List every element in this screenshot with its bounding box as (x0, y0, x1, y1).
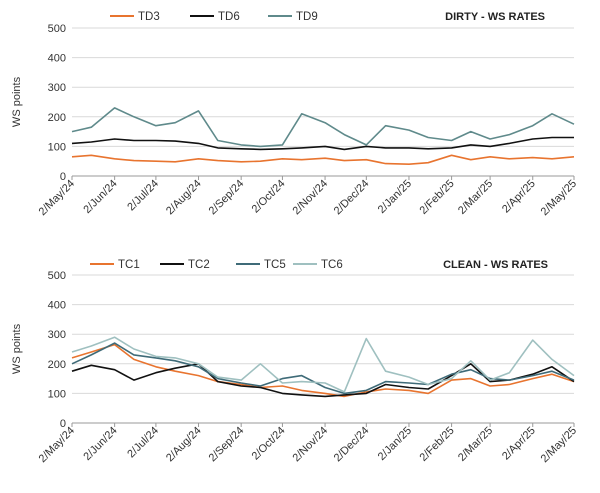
x-tick-label: 2/Feb/25 (418, 425, 457, 464)
x-tick-label: 2/Dec/24 (332, 425, 372, 465)
y-tick-label: 0 (60, 171, 66, 183)
series-line-td3 (71, 154, 575, 165)
x-tick-label: 2/Jan/25 (376, 425, 414, 463)
x-tick-label: 2/Nov/24 (291, 425, 331, 465)
y-axis-title: WS points (11, 323, 23, 374)
x-tick-label: 2/Mar/25 (456, 178, 495, 217)
series-line-td6 (71, 136, 574, 151)
series-line-td9 (71, 107, 575, 148)
series-line-tc2 (71, 362, 575, 398)
series-line-tc6 (71, 336, 575, 393)
y-tick-label: 500 (48, 270, 66, 282)
panel-title: DIRTY - WS RATES (445, 11, 545, 23)
y-tick-label: 100 (48, 141, 66, 153)
y-tick-label: 400 (48, 300, 66, 312)
x-tick-label: 2/Jul/24 (125, 178, 161, 214)
y-tick-label: 200 (48, 359, 66, 371)
y-tick-label: 300 (48, 329, 66, 341)
x-tick-label: 2/Apr/25 (500, 425, 538, 463)
x-tick-label: 2/Jan/25 (376, 178, 414, 216)
x-tick-label: 2/May/25 (539, 425, 579, 465)
x-tick-label: 2/Oct/24 (250, 425, 288, 463)
x-tick-label: 2/Jul/24 (125, 425, 161, 461)
y-tick-label: 100 (48, 388, 66, 400)
x-tick-label: 2/Oct/24 (250, 178, 288, 216)
legend-label: TC2 (188, 259, 210, 271)
chart-panel-2: 0 100 200 300 400 500 2/May/24 2/Jun/24 2/Jul/24… (11, 259, 579, 465)
x-tick-label: 2/Feb/25 (418, 178, 457, 217)
y-tick-label: 400 (48, 53, 66, 65)
x-tick-label: 2/Aug/24 (164, 178, 204, 218)
x-tick-label: 2/Nov/24 (291, 178, 331, 218)
y-tick-label: 200 (48, 112, 66, 124)
y-tick-label: 300 (48, 82, 66, 94)
x-tick-label: 2/Jun/24 (81, 425, 119, 463)
legend-label: TD6 (218, 11, 240, 23)
x-tick-label: 2/May/24 (37, 425, 77, 465)
x-tick-label: 2/Mar/25 (456, 425, 495, 464)
legend-label: TC1 (118, 259, 140, 271)
x-tick-label: 2/Jun/24 (81, 178, 119, 216)
y-axis-title: WS points (11, 76, 23, 127)
y-tick-label: 500 (48, 23, 66, 35)
x-tick-label: 2/May/25 (539, 178, 579, 218)
series-line-tc5 (71, 342, 575, 395)
x-tick-label: 2/Apr/25 (500, 178, 538, 216)
x-tick-label: 2/May/24 (37, 178, 77, 218)
legend-label: TC6 (321, 259, 343, 271)
x-tick-label: 2/Sep/24 (207, 425, 247, 465)
legend-label: TD3 (138, 11, 160, 23)
series-line-tc1 (71, 343, 575, 398)
x-tick-label: 2/Aug/24 (164, 425, 204, 465)
legend-label: TC5 (264, 259, 286, 271)
x-tick-label: 2/Sep/24 (207, 178, 247, 218)
chart-panel-1: 0 100 200 300 400 500 2/May/24 2/Jun/24 2/Jul/24… (11, 11, 579, 218)
legend-label: TD9 (296, 11, 318, 23)
x-tick-label: 2/Dec/24 (332, 178, 372, 218)
panel-title: CLEAN - WS RATES (443, 259, 548, 271)
y-tick-label: 0 (60, 418, 66, 430)
